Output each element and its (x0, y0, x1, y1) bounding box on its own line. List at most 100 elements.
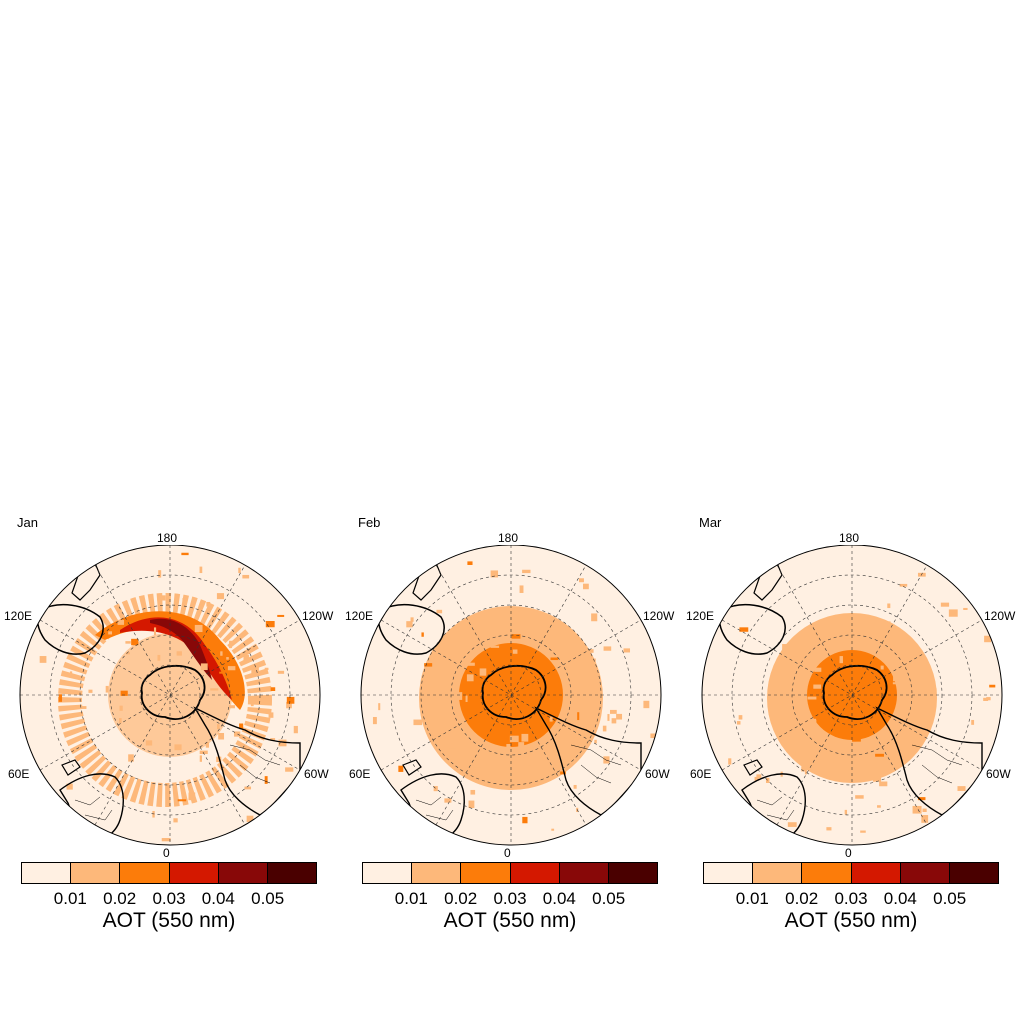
antarctica-coast (822, 664, 888, 720)
aerosol-speck (577, 712, 580, 721)
aerosol-speck (963, 607, 968, 610)
colorbar-tick-label: 0.04 (201, 889, 235, 908)
aerosol-speck (881, 638, 888, 642)
aerosol-speck (39, 656, 47, 663)
map-panel: Jan 180 0 120E 120W 60E 60W 0.01 0.02 0.03 0.04 0.0… (0, 510, 340, 940)
aerosol-speck (456, 692, 463, 700)
aerosol-speck (522, 569, 531, 574)
aerosol-speck (787, 822, 797, 827)
aerosol-speck (490, 570, 499, 578)
colorbar-swatch (559, 863, 609, 883)
aerosol-band (58, 593, 272, 807)
aerosol-speck (270, 738, 276, 741)
colorbar (21, 862, 317, 884)
country-borders (415, 796, 454, 821)
aerosol-speck (233, 731, 241, 737)
aerosol-speck (398, 765, 404, 772)
longitude-label-upper-left: 120E (4, 609, 33, 623)
longitude-label-top: 180 (498, 531, 519, 545)
aerosol-speck (602, 725, 607, 732)
map-border (19, 545, 321, 846)
aerosol-speck (623, 648, 631, 653)
aerosol-speck (507, 768, 516, 777)
colorbar-title: AOT (550 nm) (784, 909, 918, 932)
colorbar-swatch (218, 863, 268, 883)
meridian-line (94, 564, 246, 826)
aerosol-speck (893, 676, 898, 682)
aerosol-speck (738, 715, 743, 720)
aerosol-speck (899, 583, 908, 587)
aerosol-speck (587, 658, 596, 666)
colorbar-tick-label: 0.04 (883, 889, 917, 908)
aerosol-speck (378, 703, 381, 711)
aerosol-speck (177, 799, 187, 802)
colorbar-tick-label: 0.02 (444, 889, 478, 908)
aerosol-speck (904, 679, 913, 683)
colorbar-swatch (510, 863, 560, 883)
aerosol-speck (813, 727, 821, 734)
aerosol-speck (120, 690, 128, 696)
colorbar-swatch (608, 863, 658, 883)
colorbar-tick-label: 0.01 (735, 889, 769, 908)
aerosol-speck (792, 743, 798, 749)
aerosol-speck (521, 733, 529, 742)
aerosol-speck (518, 611, 525, 616)
aerosol-speck (808, 718, 817, 726)
antarctica-coast (481, 664, 547, 720)
aerosol-speck (285, 767, 294, 772)
colorbar-swatch (363, 863, 413, 883)
aerosol-speck (173, 818, 178, 823)
aerosol-speck (572, 719, 581, 725)
madagascar-coast (402, 759, 422, 776)
aerosol-speck (563, 743, 571, 748)
aerosol-speck (940, 602, 950, 607)
aerosol-speck (479, 668, 487, 676)
aerosol-speck (270, 687, 276, 691)
aerosol-speck (518, 742, 525, 749)
aerosol-speck (176, 651, 182, 656)
australia-coast (36, 603, 104, 655)
aerosol-speck (152, 810, 155, 818)
colorbar-tick-label: 0.04 (542, 889, 576, 908)
longitude-label-upper-left: 120E (345, 609, 374, 623)
map-border (360, 545, 662, 846)
aerosol-speck (475, 631, 485, 635)
madagascar-coast (61, 759, 81, 776)
longitude-label-lower-left: 60E (349, 767, 371, 781)
aerosol-speck (983, 697, 989, 701)
longitude-label-upper-right: 120W (302, 609, 334, 623)
aerosol-speck (855, 795, 864, 799)
colorbar-swatch (461, 863, 511, 883)
aerosol-speck (216, 756, 222, 763)
aerosol-speck (948, 609, 958, 617)
longitude-label-top: 180 (839, 531, 860, 545)
aerosol-speck (921, 815, 929, 823)
aerosol-speck (790, 750, 796, 756)
aerosol-speck (78, 706, 87, 709)
aerosol-speck (880, 652, 887, 656)
aerosol-speck (971, 719, 975, 725)
aerosol-speck (528, 765, 531, 772)
aerosol-speck (448, 743, 457, 749)
aerosol-speck (265, 621, 275, 628)
meridian-line (435, 564, 587, 826)
longitude-label-lower-right: 60W (645, 767, 670, 781)
aerosol-speck (736, 721, 741, 725)
madagascar-coast (743, 759, 763, 776)
aerosol-speck (794, 703, 799, 709)
aerosol-speck (119, 705, 123, 711)
aerosol-speck (108, 631, 113, 635)
aerosol-speck (813, 684, 822, 689)
aerosol-speck (879, 781, 888, 787)
aerosol-speck (650, 733, 656, 739)
aerosol-speck (158, 570, 162, 578)
aerosol-speck (437, 693, 441, 702)
aerosol-speck (560, 771, 566, 775)
panel-title: Feb (358, 515, 381, 530)
aerosol-speck (210, 688, 219, 691)
colorbar-swatch (412, 863, 462, 883)
longitude-label-lower-left: 60E (690, 767, 712, 781)
aerosol-speck (519, 585, 524, 593)
colorbar-tick-label: 0.02 (103, 889, 137, 908)
aerosol-speck (465, 695, 468, 703)
